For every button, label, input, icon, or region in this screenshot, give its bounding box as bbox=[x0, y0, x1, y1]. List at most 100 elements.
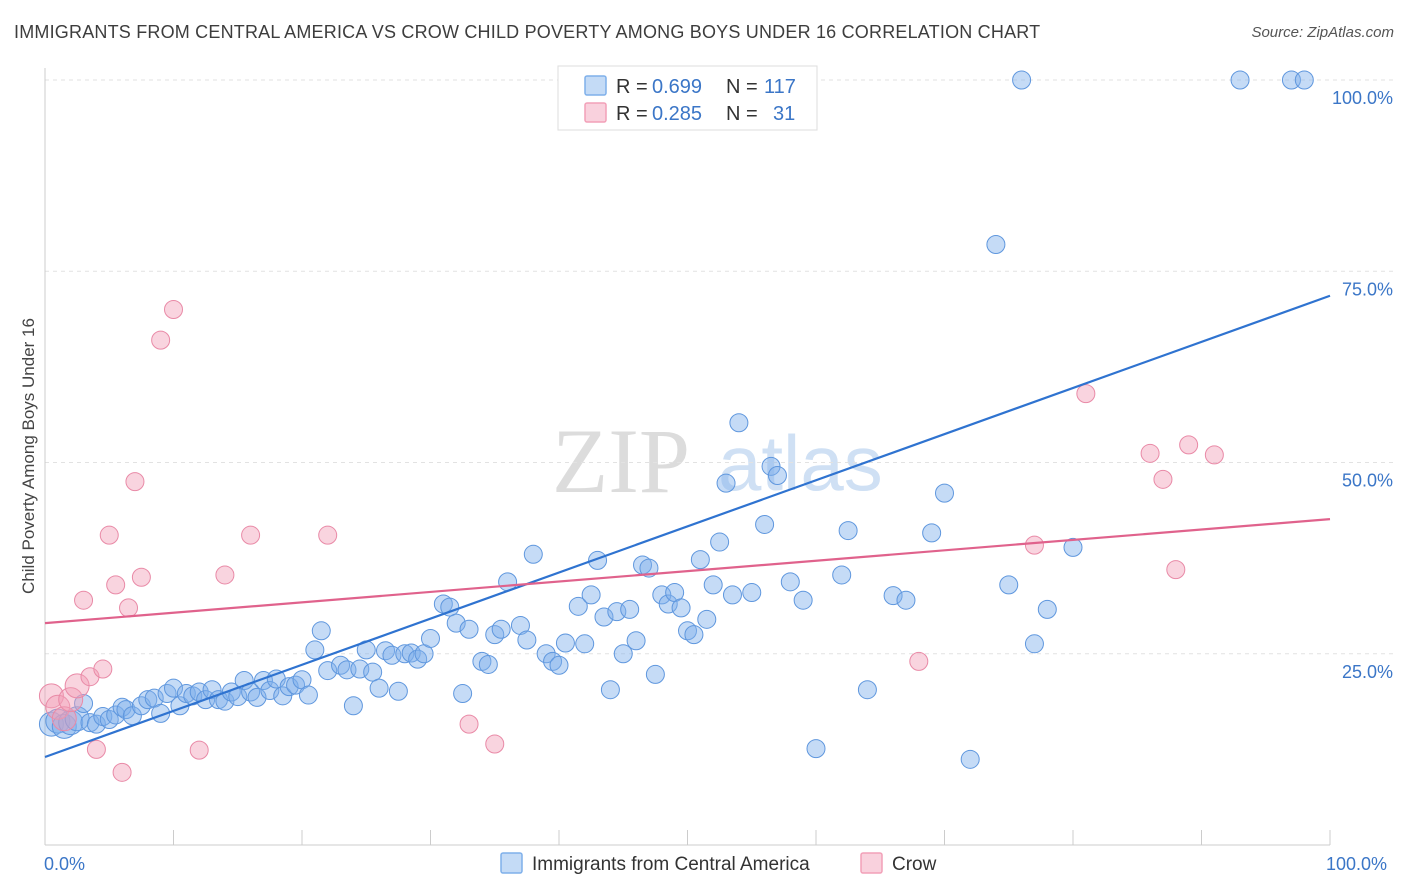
crow-point-1 bbox=[45, 694, 71, 720]
crow-point-11 bbox=[112, 762, 132, 782]
crow-point-23 bbox=[909, 651, 929, 671]
immigrants-point-118 bbox=[999, 575, 1019, 595]
immigrants-point-100 bbox=[722, 585, 742, 605]
immigrants-point-92 bbox=[671, 598, 691, 618]
trend-lines bbox=[44, 294, 1331, 759]
crow-point-20 bbox=[318, 525, 338, 545]
immigrants-point-81 bbox=[600, 680, 620, 700]
immigrants-point-49 bbox=[363, 662, 383, 682]
immigrants-point-102 bbox=[742, 583, 762, 603]
immigrants-point-101 bbox=[729, 413, 749, 433]
immigrants-point-15 bbox=[138, 690, 158, 710]
legend-swatch-blue bbox=[584, 75, 607, 96]
immigrants-point-111 bbox=[857, 680, 877, 700]
y-tick-label-75: 75.0% bbox=[1342, 279, 1393, 299]
crow-point-7 bbox=[86, 739, 106, 759]
crow-point-18 bbox=[215, 565, 235, 585]
legend-pink-n-value: 31 bbox=[773, 103, 795, 125]
immigrants-point-50 bbox=[369, 678, 389, 698]
x-axis-ticks bbox=[44, 830, 1331, 845]
immigrants-point-7 bbox=[86, 714, 106, 734]
immigrants-point-65 bbox=[478, 654, 498, 674]
immigrants-point-42 bbox=[311, 621, 331, 641]
immigrants-point-114 bbox=[922, 523, 942, 543]
series-crow-points bbox=[38, 300, 1224, 782]
immigrants-point-61 bbox=[446, 613, 466, 633]
legend-pink-r-value: 0.285 bbox=[652, 103, 702, 125]
x-tick-label-max: 100.0% bbox=[1326, 854, 1387, 874]
immigrants-point-97 bbox=[703, 575, 723, 595]
crow-point-22 bbox=[485, 734, 505, 754]
legend-bottom-label-immigrants: Immigrants from Central America bbox=[532, 854, 810, 875]
immigrants-point-107 bbox=[793, 590, 813, 610]
y-tick-label-50: 50.0% bbox=[1342, 471, 1393, 491]
immigrants-point-56 bbox=[408, 649, 428, 669]
immigrants-point-105 bbox=[767, 466, 787, 486]
y-tick-labels: 25.0% 50.0% 75.0% 100.0% bbox=[1332, 88, 1393, 682]
series-legend: Immigrants from Central America Crow bbox=[500, 852, 937, 875]
immigrants-point-83 bbox=[613, 644, 633, 664]
crow-point-29 bbox=[1179, 435, 1199, 455]
crow-point-2 bbox=[51, 706, 77, 732]
immigrants-point-70 bbox=[517, 630, 537, 650]
immigrants-point-36 bbox=[273, 686, 293, 706]
immigrants-point-47 bbox=[350, 659, 370, 679]
immigrants-point-90 bbox=[658, 594, 678, 614]
immigrants-point-113 bbox=[896, 590, 916, 610]
immigrants-point-106 bbox=[780, 572, 800, 592]
immigrants-point-96 bbox=[697, 609, 717, 629]
immigrants-point-76 bbox=[568, 596, 588, 616]
y-tick-label-25: 25.0% bbox=[1342, 662, 1393, 682]
immigrants-point-62 bbox=[453, 684, 473, 704]
immigrants-point-78 bbox=[581, 585, 601, 605]
correlation-legend: R = 0.699 N = 117 R = 0.285 N = 31 bbox=[557, 65, 818, 131]
immigrants-point-2 bbox=[51, 713, 77, 739]
immigrants-point-122 bbox=[1063, 537, 1083, 557]
immigrants-point-88 bbox=[645, 664, 665, 684]
y-axis-title: Child Poverty Among Boys Under 16 bbox=[19, 318, 38, 594]
immigrants-point-120 bbox=[1024, 634, 1044, 654]
crow-point-8 bbox=[93, 659, 113, 679]
immigrants-point-74 bbox=[549, 655, 569, 675]
crow-point-27 bbox=[1153, 469, 1173, 489]
crow-point-10 bbox=[106, 575, 126, 595]
immigrants-point-41 bbox=[305, 640, 325, 660]
immigrants-point-94 bbox=[684, 625, 704, 645]
immigrants-point-123 bbox=[1230, 70, 1250, 90]
crow-point-16 bbox=[164, 300, 183, 319]
immigrants-point-0 bbox=[38, 711, 64, 737]
immigrants-point-75 bbox=[555, 633, 575, 653]
legend-pink-r-label: R = bbox=[616, 103, 653, 125]
immigrants-point-38 bbox=[286, 675, 306, 695]
immigrants-point-115 bbox=[935, 483, 954, 503]
immigrants-trend-line bbox=[44, 294, 1331, 759]
crow-point-26 bbox=[1140, 443, 1160, 463]
immigrants-point-40 bbox=[298, 685, 318, 705]
immigrants-point-69 bbox=[510, 615, 530, 635]
legend-swatch-pink bbox=[584, 102, 607, 123]
legend-blue-n-label: N = bbox=[726, 76, 763, 98]
chart-title: IMMIGRANTS FROM CENTRAL AMERICA VS CROW … bbox=[14, 22, 1041, 42]
immigrants-point-43 bbox=[318, 661, 338, 681]
immigrants-point-6 bbox=[80, 713, 100, 733]
immigrants-point-34 bbox=[260, 680, 280, 700]
immigrants-point-66 bbox=[485, 625, 505, 645]
crow-point-25 bbox=[1076, 384, 1096, 404]
immigrants-point-121 bbox=[1037, 599, 1057, 619]
immigrants-point-77 bbox=[575, 634, 595, 654]
crow-point-12 bbox=[119, 598, 139, 618]
crow-point-15 bbox=[151, 330, 171, 350]
immigrants-point-54 bbox=[395, 644, 415, 664]
immigrants-point-19 bbox=[164, 678, 183, 698]
y-tick-label-100: 100.0% bbox=[1332, 88, 1393, 108]
immigrants-point-58 bbox=[421, 628, 440, 648]
crow-point-0 bbox=[38, 683, 64, 709]
immigrants-point-71 bbox=[523, 544, 543, 564]
legend-bottom-swatch-pink bbox=[860, 852, 883, 874]
immigrants-point-103 bbox=[755, 514, 775, 534]
immigrants-point-18 bbox=[157, 684, 177, 704]
crow-point-5 bbox=[74, 590, 94, 610]
crow-trend-line bbox=[44, 518, 1331, 625]
crow-point-9 bbox=[99, 525, 119, 545]
